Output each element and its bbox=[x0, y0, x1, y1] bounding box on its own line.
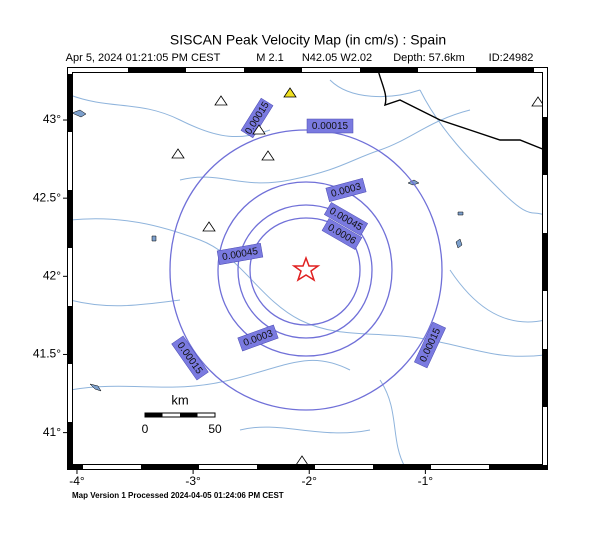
contour-label-box bbox=[216, 242, 264, 266]
x-tick-label: -4° bbox=[69, 474, 85, 488]
station bbox=[171, 148, 185, 159]
station bbox=[214, 95, 228, 106]
river bbox=[179, 109, 471, 184]
river bbox=[329, 79, 421, 98]
map-frame-pattern bbox=[68, 68, 547, 469]
event-location: N42.05 W2.02 bbox=[302, 52, 372, 64]
river bbox=[239, 426, 371, 434]
contour-label-box bbox=[306, 118, 354, 134]
scale-bar-segment bbox=[145, 413, 163, 417]
event-depth: Depth: 57.6km bbox=[393, 52, 465, 64]
y-tick-label: 42.5° bbox=[33, 190, 61, 204]
river bbox=[69, 359, 351, 391]
y-tick-label: 41° bbox=[43, 425, 61, 439]
station bbox=[252, 124, 266, 135]
station bbox=[531, 96, 545, 107]
station bbox=[202, 221, 216, 232]
contour-ring bbox=[237, 204, 373, 339]
x-tick-label: -3° bbox=[185, 474, 201, 488]
river bbox=[69, 218, 546, 357]
x-tick-label: -2° bbox=[302, 474, 318, 488]
contour-label-box bbox=[325, 178, 367, 202]
lake bbox=[71, 109, 464, 392]
epicenter-star bbox=[291, 255, 321, 282]
river bbox=[449, 269, 546, 323]
contour-label-box bbox=[323, 202, 369, 236]
event-date: Apr 5, 2024 01:21:05 PM CEST bbox=[66, 52, 221, 64]
contour-ring bbox=[217, 181, 393, 357]
station bbox=[261, 150, 275, 161]
contour-ring bbox=[169, 129, 443, 411]
scale-bar-segment bbox=[180, 413, 198, 417]
map-title: SISCAN Peak Velocity Map (in cm/s) : Spa… bbox=[170, 32, 446, 48]
border-line bbox=[377, 69, 546, 151]
river bbox=[419, 89, 546, 216]
y-tick-label: 41.5° bbox=[33, 347, 61, 361]
contour-label-box bbox=[414, 321, 446, 369]
scale-unit: km bbox=[171, 392, 188, 407]
y-tick-label: 42° bbox=[43, 268, 61, 282]
river bbox=[69, 94, 271, 138]
scale-start: 0 bbox=[142, 422, 149, 436]
footer-note: Map Version 1 Processed 2024-04-05 01:24… bbox=[72, 491, 284, 500]
contour-label-box bbox=[240, 97, 274, 139]
river bbox=[379, 379, 406, 468]
station bbox=[283, 87, 297, 98]
contour-label-box bbox=[237, 324, 279, 352]
contour-label: 0.00015 bbox=[306, 118, 354, 134]
river bbox=[69, 299, 181, 307]
event-id: ID:24982 bbox=[489, 52, 534, 64]
contour-label-box bbox=[171, 335, 209, 381]
contour-label-text: 0.00015 bbox=[312, 121, 349, 132]
event-magnitude: M 2.1 bbox=[256, 52, 284, 64]
y-tick-label: 43° bbox=[43, 112, 61, 126]
x-tick-label: -1° bbox=[418, 474, 434, 488]
axis-ticks: -4° -3° -2° -1° 43° 42.5° 42° 41.5° 41° bbox=[33, 112, 433, 488]
contour-label-box bbox=[321, 218, 363, 250]
contour-label: 0.00045 bbox=[216, 242, 264, 266]
scale-end: 50 bbox=[208, 422, 222, 436]
